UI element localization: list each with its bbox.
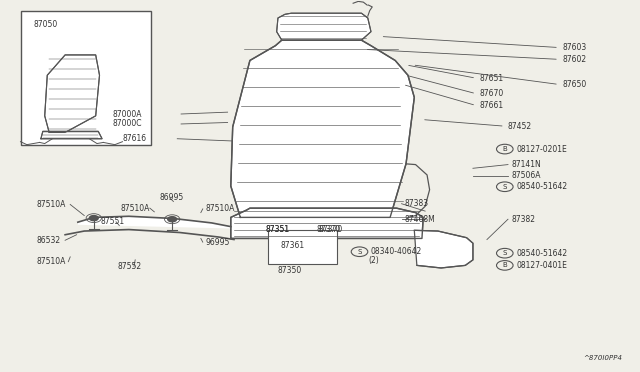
Bar	[268, 230, 337, 263]
Text: 87602: 87602	[562, 55, 586, 64]
Text: 87000C: 87000C	[112, 119, 141, 128]
Text: 87452: 87452	[508, 122, 532, 131]
Text: 87603: 87603	[562, 43, 586, 52]
Bar	[20, 11, 151, 145]
Text: 87351: 87351	[266, 225, 290, 234]
Text: S: S	[357, 249, 362, 255]
Text: 86532: 86532	[36, 236, 61, 245]
Polygon shape	[41, 131, 102, 139]
Text: 87351: 87351	[266, 225, 290, 234]
Text: 87551: 87551	[100, 217, 124, 226]
Text: 87000A: 87000A	[112, 109, 141, 119]
Text: 87382: 87382	[511, 215, 535, 224]
Text: S: S	[502, 184, 507, 190]
Text: 87370: 87370	[317, 225, 341, 234]
Polygon shape	[78, 216, 231, 228]
Text: 08540-51642: 08540-51642	[516, 249, 568, 258]
Polygon shape	[231, 208, 423, 238]
Polygon shape	[414, 230, 473, 268]
Text: 87510A: 87510A	[36, 257, 66, 266]
Text: 87350: 87350	[277, 266, 301, 275]
Text: 08127-0201E: 08127-0201E	[516, 145, 567, 154]
Text: 87616: 87616	[122, 134, 147, 143]
Text: B: B	[502, 262, 507, 268]
Text: 08127-0401E: 08127-0401E	[516, 261, 567, 270]
Text: 87552: 87552	[117, 262, 141, 271]
Text: (2): (2)	[369, 256, 379, 265]
Text: 87141N: 87141N	[511, 160, 541, 169]
Text: 87510A: 87510A	[205, 204, 235, 214]
Text: 87510A: 87510A	[36, 200, 66, 209]
Text: 96995: 96995	[205, 238, 230, 247]
Text: S: S	[502, 250, 507, 256]
Polygon shape	[45, 55, 100, 132]
Text: 87506A: 87506A	[511, 171, 541, 180]
Text: 87370: 87370	[319, 225, 343, 234]
Text: 87670: 87670	[479, 89, 504, 98]
Circle shape	[168, 217, 177, 222]
Text: 87650: 87650	[562, 80, 586, 89]
Text: 08540-51642: 08540-51642	[516, 182, 568, 191]
Text: 87383: 87383	[404, 199, 429, 208]
Text: 87050: 87050	[33, 20, 58, 29]
Text: B: B	[502, 146, 507, 152]
Text: 87468M: 87468M	[404, 215, 435, 224]
Text: 87651: 87651	[479, 74, 504, 83]
Text: 87510A: 87510A	[120, 203, 150, 213]
Polygon shape	[231, 40, 414, 217]
Circle shape	[90, 215, 99, 221]
Text: 87361: 87361	[280, 241, 305, 250]
Text: 08340-40642: 08340-40642	[371, 247, 422, 256]
Text: ^870I0PP4: ^870I0PP4	[584, 355, 623, 361]
Text: 86995: 86995	[159, 193, 184, 202]
Text: 87661: 87661	[479, 101, 504, 110]
Polygon shape	[276, 13, 371, 40]
